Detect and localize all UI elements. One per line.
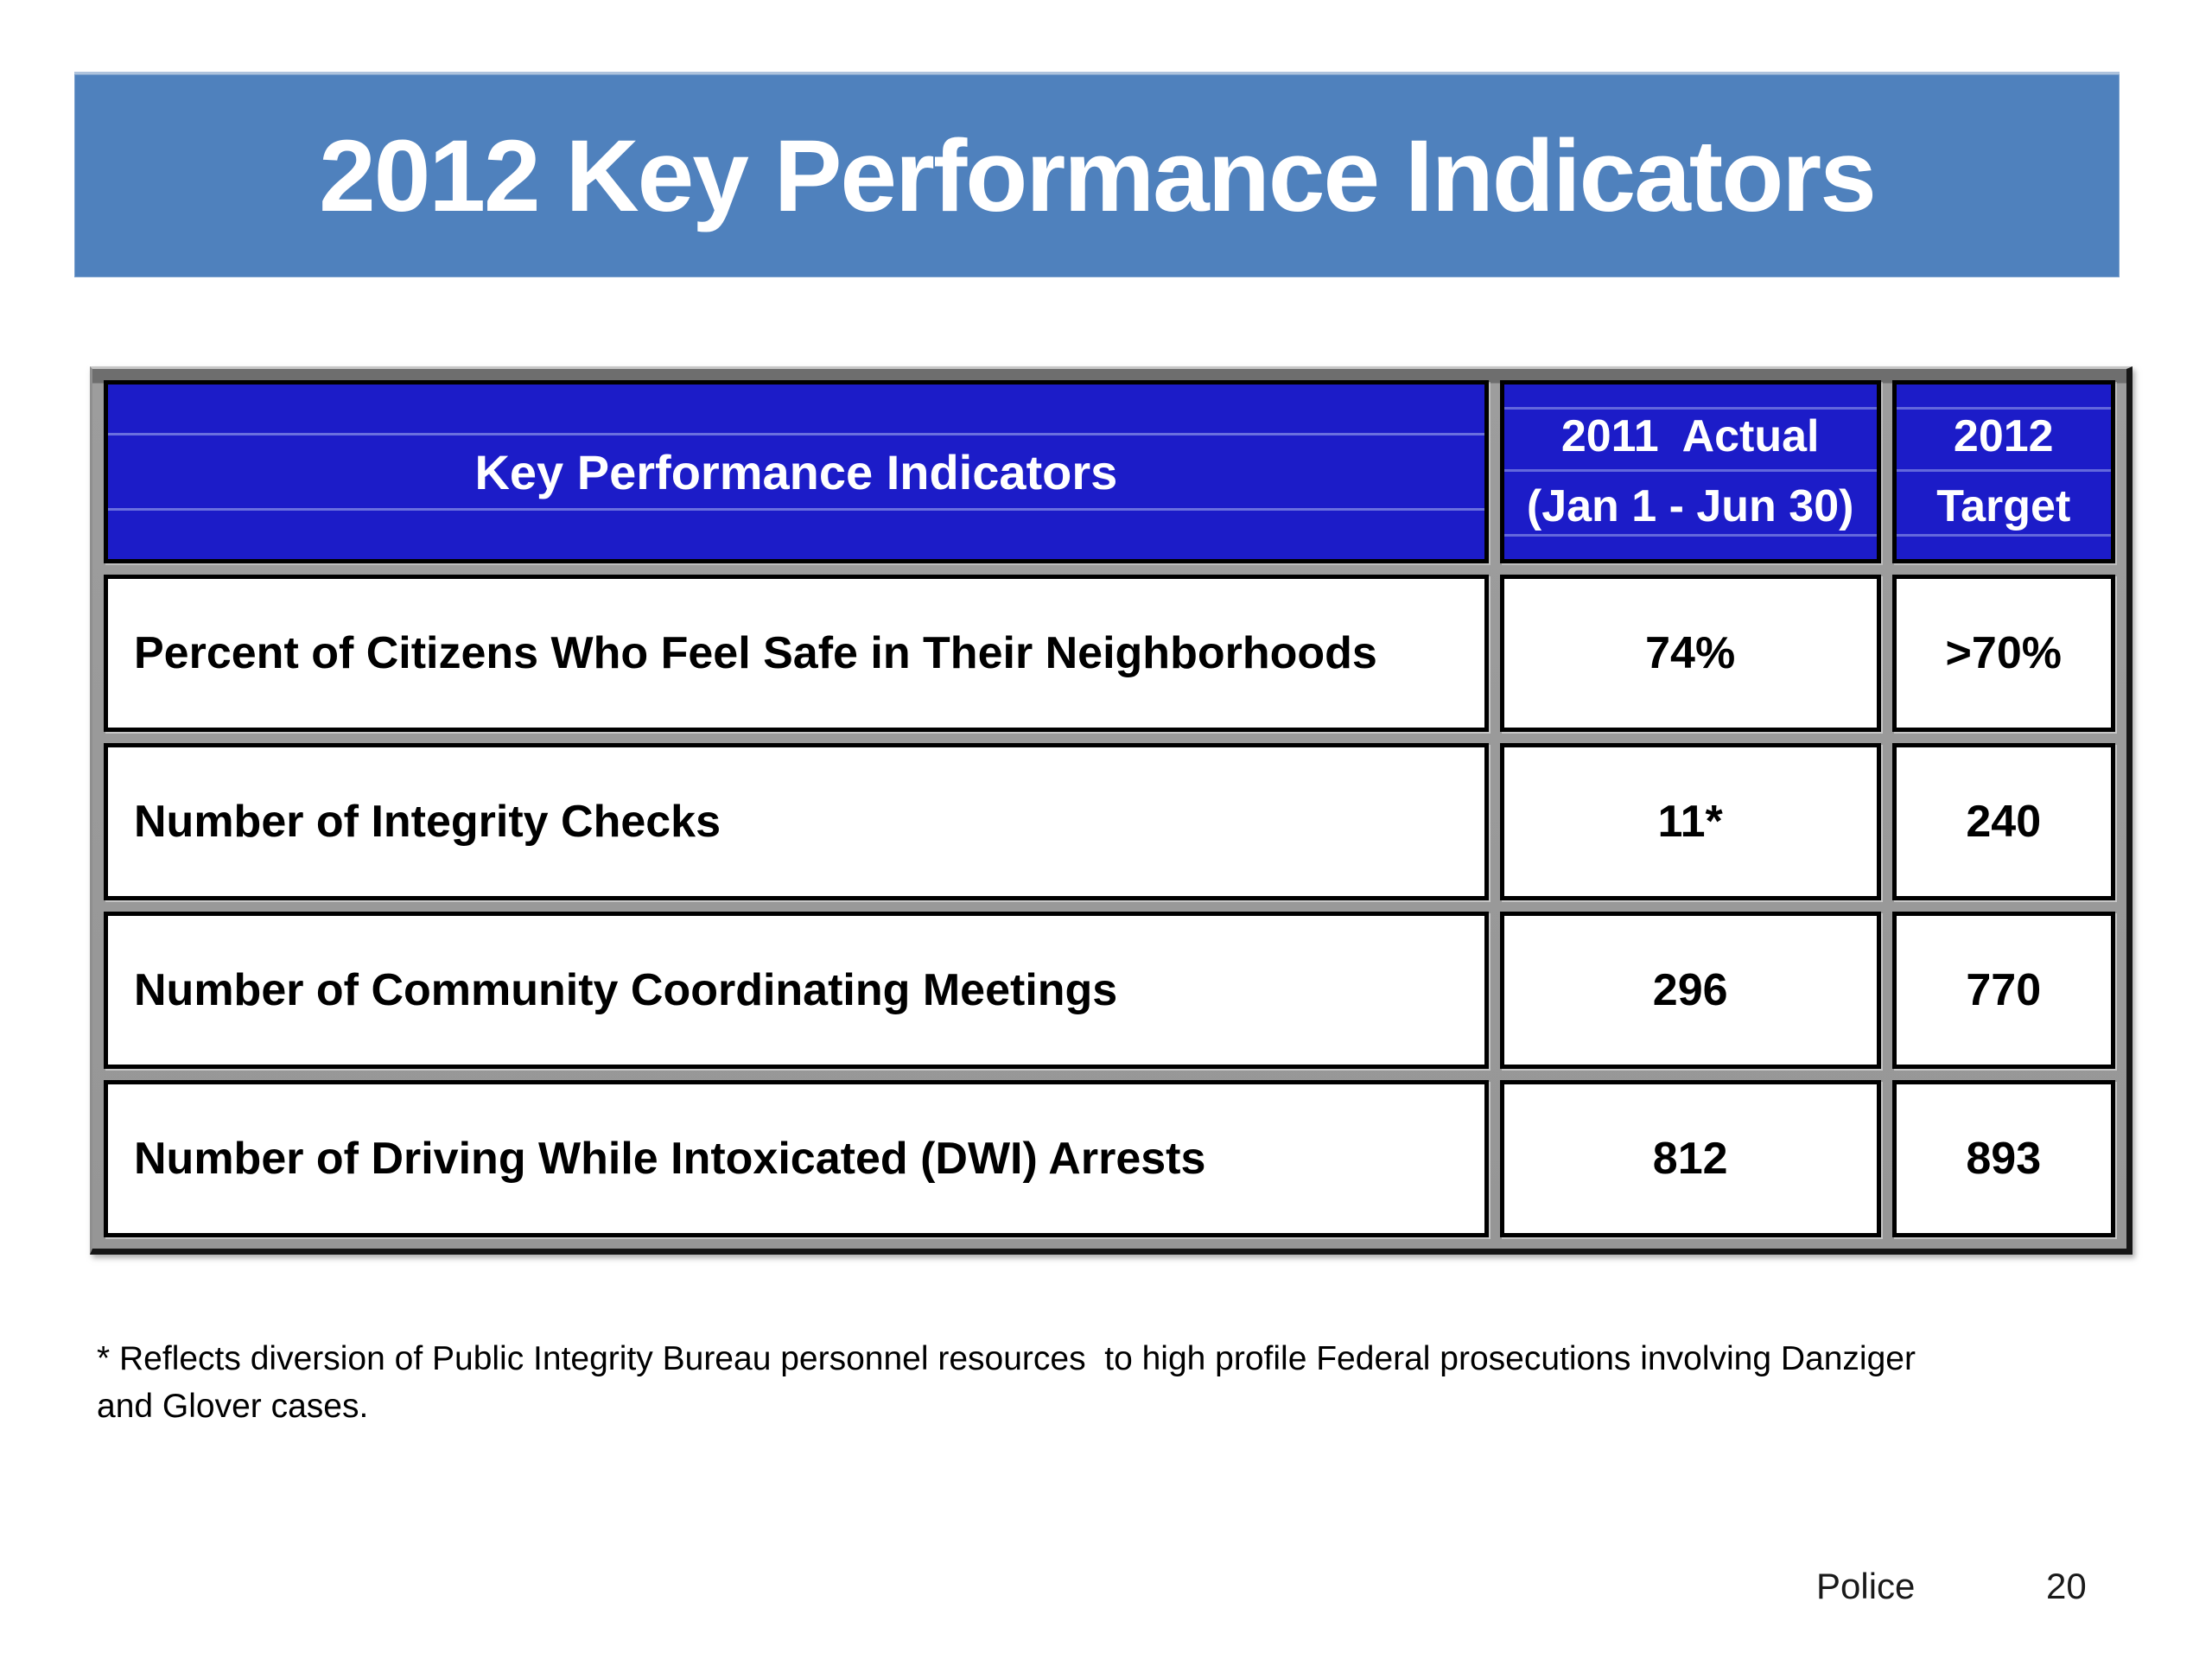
target-2012-cell: 240 <box>1891 743 2115 900</box>
header-cell-2011-actual: 2011 Actual (Jan 1 - Jun 30) <box>1499 380 1881 563</box>
header-label-2012-line2: Target <box>1936 481 2071 531</box>
table-header-row: Key Performance Indicators 2011 Actual (… <box>104 380 2115 563</box>
title-banner: 2012 Key Performance Indicators <box>74 72 2120 277</box>
actual-2011-cell: 11* <box>1499 743 1881 900</box>
indicator-cell: Number of Driving While Intoxicated (DWI… <box>104 1080 1489 1237</box>
header-label-2012-line1: 2012 <box>1953 411 2054 462</box>
table-row: Percent of Citizens Who Feel Safe in The… <box>104 575 2115 732</box>
footer-section-label: Police <box>1816 1566 1916 1606</box>
header-label-2011-line2: (Jan 1 - Jun 30) <box>1526 481 1854 531</box>
footer-page-number: 20 <box>2046 1566 2087 1606</box>
target-2012-cell: >70% <box>1891 575 2115 732</box>
indicator-cell: Number of Integrity Checks <box>104 743 1489 900</box>
indicator-cell: Percent of Citizens Who Feel Safe in The… <box>104 575 1489 732</box>
header-cell-indicators: Key Performance Indicators <box>104 380 1489 563</box>
indicator-cell: Number of Community Coordinating Meeting… <box>104 912 1489 1069</box>
kpi-table-container: Key Performance Indicators 2011 Actual (… <box>90 366 2133 1255</box>
table-row: Number of Driving While Intoxicated (DWI… <box>104 1080 2115 1237</box>
actual-2011-cell: 812 <box>1499 1080 1881 1237</box>
table-row: Number of Community Coordinating Meeting… <box>104 912 2115 1069</box>
actual-2011-cell: 296 <box>1499 912 1881 1069</box>
footnote: * Reflects diversion of Public Integrity… <box>97 1340 1916 1426</box>
header-label-indicators: Key Performance Indicators <box>474 444 1118 499</box>
target-2012-cell: 770 <box>1891 912 2115 1069</box>
kpi-table: Key Performance Indicators 2011 Actual (… <box>90 366 2133 1255</box>
actual-2011-cell: 74% <box>1499 575 1881 732</box>
header-label-2011-line1: 2011 Actual <box>1560 411 1820 462</box>
header-cell-2012-target: 2012 Target <box>1891 380 2115 563</box>
target-2012-cell: 893 <box>1891 1080 2115 1237</box>
slide-title: 2012 Key Performance Indicators <box>319 118 1877 233</box>
table-row: Number of Integrity Checks 11* 240 <box>104 743 2115 900</box>
